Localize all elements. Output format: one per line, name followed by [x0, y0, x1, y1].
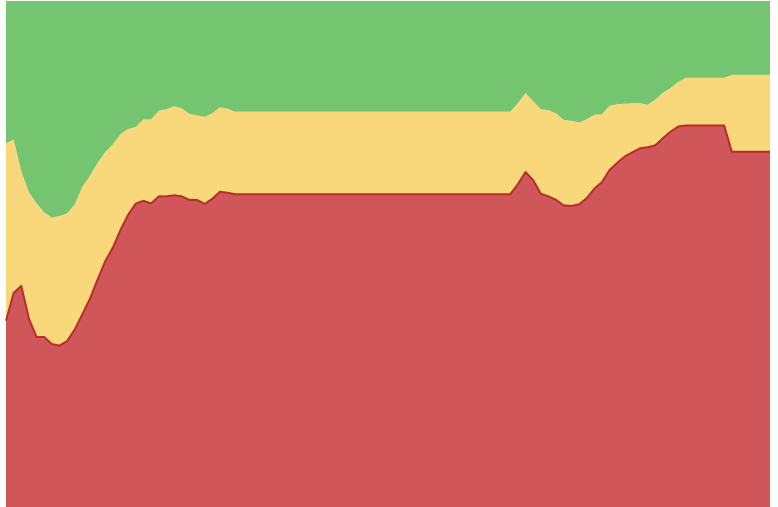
- series-1-line: [5, 124, 770, 347]
- area-series-3: [6, 1, 770, 218]
- area-series-2: [6, 74, 770, 346]
- area-series-1: [6, 125, 770, 507]
